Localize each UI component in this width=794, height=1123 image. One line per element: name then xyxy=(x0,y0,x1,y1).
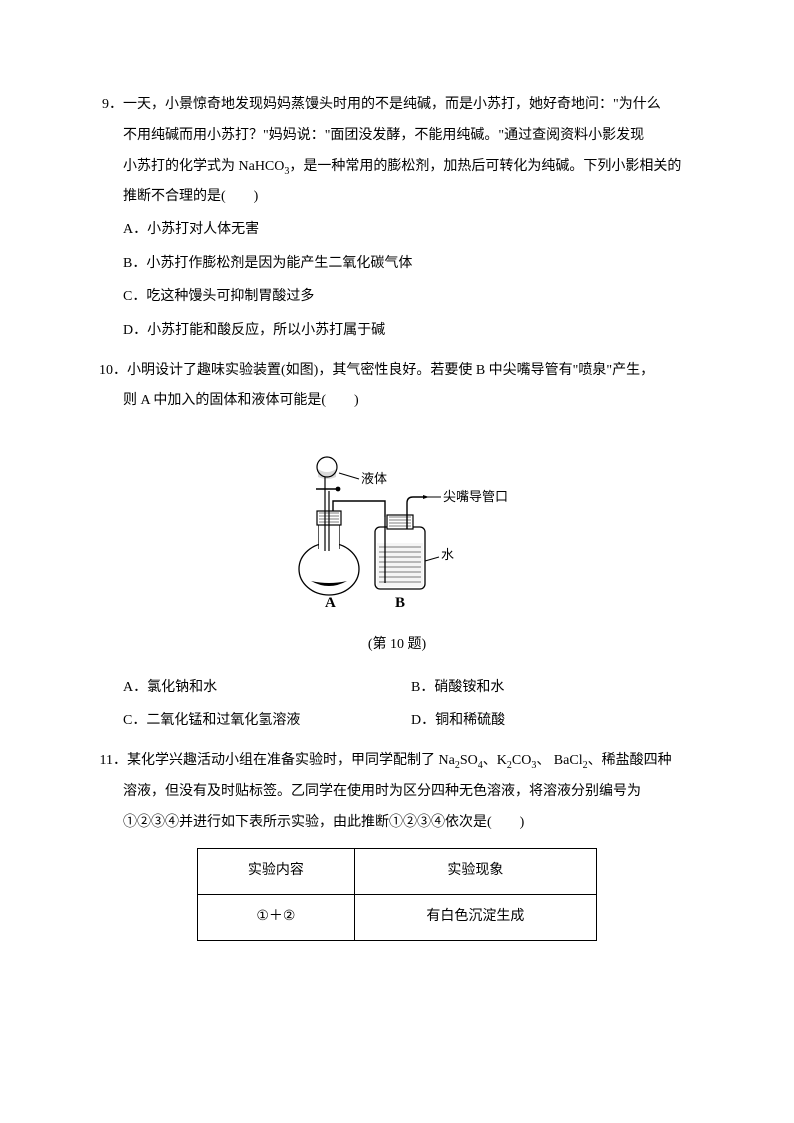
question-9: 9． 一天，小景惊奇地发现妈妈蒸馒头时用的不是纯碱，而是小苏打，她好奇地问："为… xyxy=(95,90,699,348)
question-10: 10． 小明设计了趣味实验装置(如图)，其气密性良好。若要使 B 中尖嘴导管有"… xyxy=(95,356,699,738)
q10-option-c: C．二氧化锰和过氧化氢溶液 xyxy=(123,704,411,738)
q9-stem-line4: 推断不合理的是( ) xyxy=(123,182,699,213)
q9-option-c: C．吃这种馒头可抑制胃酸过多 xyxy=(95,280,699,314)
q10-stem-line1: 小明设计了趣味实验装置(如图)，其气密性良好。若要使 B 中尖嘴导管有"喷泉"产… xyxy=(127,356,699,387)
q11-r1c2: 有白色沉淀生成 xyxy=(354,895,596,941)
q9-stem-line3: 小苏打的化学式为 NaHCO3，是一种常用的膨松剂，加热后可转化为纯碱。下列小影… xyxy=(123,152,699,183)
q10-figure: 液体 xyxy=(95,431,699,624)
q9-option-b: B．小苏打作膨松剂是因为能产生二氧化碳气体 xyxy=(95,247,699,281)
q9-options: A．小苏打对人体无害 B．小苏打作膨松剂是因为能产生二氧化碳气体 C．吃这种馒头… xyxy=(95,213,699,347)
q10-option-b: B．硝酸铵和水 xyxy=(411,671,699,705)
label-water: 水 xyxy=(441,547,454,562)
q10-options: A．氯化钠和水 B．硝酸铵和水 C．二氧化锰和过氧化氢溶液 D．铜和稀硫酸 xyxy=(95,671,699,738)
q9-stem-line2: 不用纯碱而用小苏打？"妈妈说："面团没发酵，不能用纯碱。"通过查阅资料小影发现 xyxy=(123,121,699,152)
q9-option-d: D．小苏打能和酸反应，所以小苏打属于碱 xyxy=(95,314,699,348)
q9-number: 9． xyxy=(95,90,123,121)
q10-option-a: A．氯化钠和水 xyxy=(123,671,411,705)
label-a: A xyxy=(325,595,336,611)
q11-table: 实验内容 实验现象 ①＋② 有白色沉淀生成 xyxy=(197,848,597,941)
label-liquid: 液体 xyxy=(361,471,387,486)
q11-th1: 实验内容 xyxy=(198,849,355,895)
q11-r1c1: ①＋② xyxy=(198,895,355,941)
q10-stem-line2: 则 A 中加入的固体和液体可能是( ) xyxy=(123,386,699,417)
label-b: B xyxy=(395,595,405,611)
q11-stem-line3: ①②③④并进行如下表所示实验，由此推断①②③④依次是( ) xyxy=(123,808,699,839)
q11-number: 11． xyxy=(95,746,127,777)
q9-option-a: A．小苏打对人体无害 xyxy=(95,213,699,247)
question-11: 11． 某化学兴趣活动小组在准备实验时，甲同学配制了 Na2SO4、K2CO3、… xyxy=(95,746,699,941)
q9-stem-line1: 一天，小景惊奇地发现妈妈蒸馒头时用的不是纯碱，而是小苏打，她好奇地问："为什么 xyxy=(123,90,699,121)
page: 9． 一天，小景惊奇地发现妈妈蒸馒头时用的不是纯碱，而是小苏打，她好奇地问："为… xyxy=(0,0,794,1123)
q11-th2: 实验现象 xyxy=(354,849,596,895)
apparatus-diagram: 液体 xyxy=(267,431,527,611)
q10-caption: (第 10 题) xyxy=(95,630,699,661)
q10-number: 10． xyxy=(95,356,127,387)
label-tip: 尖嘴导管口 xyxy=(443,489,508,504)
q10-option-d: D．铜和稀硫酸 xyxy=(411,704,699,738)
q11-stem-line2: 溶液，但没有及时贴标签。乙同学在使用时为区分四种无色溶液，将溶液分别编号为 xyxy=(123,777,699,808)
q11-stem-line1: 某化学兴趣活动小组在准备实验时，甲同学配制了 Na2SO4、K2CO3、 BaC… xyxy=(127,746,699,777)
